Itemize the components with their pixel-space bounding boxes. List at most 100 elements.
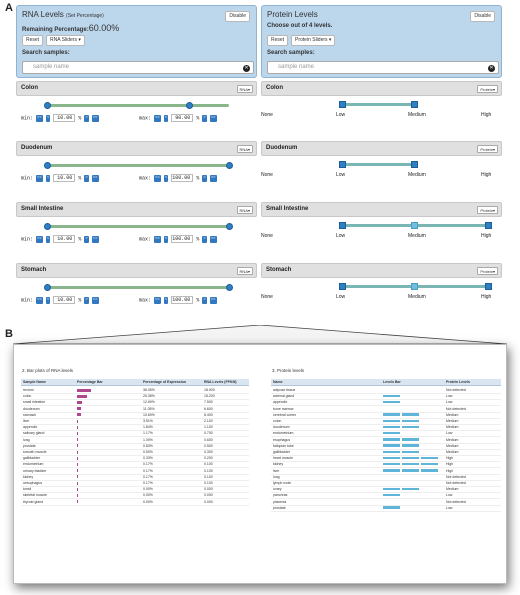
- increase-fast-button[interactable]: >>: [91, 296, 99, 304]
- min-input[interactable]: 10.00: [53, 235, 76, 243]
- slider-low-handle[interactable]: [339, 101, 346, 108]
- slider-max-handle[interactable]: [226, 223, 233, 230]
- slider-low-handle[interactable]: [339, 283, 346, 290]
- rna-disable-button[interactable]: Disable: [225, 11, 250, 22]
- slider-low-handle[interactable]: [339, 161, 346, 168]
- protein-disable-button[interactable]: Disable: [470, 11, 495, 22]
- slider-high-handle[interactable]: [411, 101, 418, 108]
- tissue-type-select[interactable]: Protein▾: [477, 267, 498, 275]
- decrease-fast-button[interactable]: <<: [154, 114, 161, 122]
- increase-fast-button[interactable]: >>: [209, 296, 217, 304]
- column-header[interactable]: Sample Name: [23, 380, 46, 384]
- slider-max-handle[interactable]: [185, 102, 193, 109]
- column-header[interactable]: Levels Bar: [383, 380, 401, 384]
- decrease-button[interactable]: <: [163, 114, 169, 122]
- min-label: min:: [21, 175, 34, 182]
- slider-min-handle[interactable]: [44, 162, 51, 169]
- increase-fast-button[interactable]: >>: [91, 114, 99, 122]
- fpkm-value: 0.000: [204, 493, 213, 498]
- slider-max-handle[interactable]: [226, 162, 233, 169]
- rna-search-input[interactable]: sample name ✕: [22, 61, 254, 74]
- protein-slider-track[interactable]: [342, 163, 414, 166]
- decrease-button[interactable]: <: [45, 296, 51, 304]
- max-input[interactable]: 100.00: [171, 235, 194, 243]
- max-input[interactable]: 90.00: [171, 114, 194, 122]
- increase-button[interactable]: >: [84, 296, 89, 304]
- sample-name: thyroid gland: [23, 499, 44, 504]
- slider-high-handle[interactable]: [485, 283, 492, 290]
- min-input[interactable]: 10.00: [53, 296, 76, 304]
- decrease-button[interactable]: <: [163, 296, 169, 304]
- clear-icon[interactable]: ✕: [243, 65, 250, 72]
- slider-high-handle[interactable]: [485, 222, 492, 229]
- slider-high-handle[interactable]: [411, 161, 418, 168]
- decrease-fast-button[interactable]: <<: [154, 174, 161, 182]
- increase-fast-button[interactable]: >>: [91, 174, 99, 182]
- protein-sliders-dropdown[interactable]: Protein Sliders ▾: [291, 35, 336, 46]
- column-header[interactable]: Percentage of Expression: [143, 380, 186, 384]
- table-row: rectum 36.05% 18.900: [21, 387, 249, 394]
- rna-slider-track[interactable]: [47, 286, 229, 289]
- tissue-type-select[interactable]: Protein▾: [477, 206, 498, 214]
- increase-button[interactable]: >: [202, 174, 207, 182]
- increase-button[interactable]: >: [84, 174, 89, 182]
- tissue-type-select[interactable]: RNA▾: [236, 206, 253, 214]
- tissue-type-select[interactable]: RNA▾: [236, 85, 253, 93]
- level-bar-segment: [383, 431, 400, 435]
- tissue-name: Duodenum: [266, 145, 298, 151]
- decrease-fast-button[interactable]: <<: [36, 114, 43, 122]
- row-divider: [21, 399, 249, 401]
- tissue-name: lung: [273, 474, 280, 479]
- increase-button[interactable]: >: [202, 114, 207, 122]
- increase-button[interactable]: >: [202, 235, 207, 243]
- max-input[interactable]: 100.00: [171, 296, 194, 304]
- slider-min-handle[interactable]: [44, 223, 51, 230]
- increase-fast-button[interactable]: >>: [91, 235, 99, 243]
- min-input[interactable]: 10.00: [53, 174, 76, 182]
- decrease-button[interactable]: <: [163, 174, 169, 182]
- column-header[interactable]: RNA Levels (FPKM): [204, 380, 237, 384]
- rna-slider-track[interactable]: [47, 225, 229, 228]
- increase-fast-button[interactable]: >>: [209, 235, 217, 243]
- protein-slider-track[interactable]: [342, 103, 414, 106]
- fpkm-value: 6.600: [204, 406, 213, 411]
- increase-fast-button[interactable]: >>: [209, 114, 217, 122]
- decrease-button[interactable]: <: [45, 235, 51, 243]
- protein-reset-button[interactable]: Reset: [267, 35, 289, 46]
- decrease-fast-button[interactable]: <<: [36, 296, 43, 304]
- protein-level-value: Medium: [446, 425, 459, 430]
- min-input[interactable]: 10.00: [53, 114, 76, 122]
- decrease-fast-button[interactable]: <<: [154, 235, 161, 243]
- decrease-fast-button[interactable]: <<: [36, 235, 43, 243]
- increase-button[interactable]: >: [84, 235, 89, 243]
- max-input[interactable]: 100.00: [171, 174, 194, 182]
- tissue-type-select[interactable]: RNA▾: [236, 145, 253, 153]
- column-header[interactable]: Percentage Bar: [77, 380, 103, 384]
- decrease-fast-button[interactable]: <<: [154, 296, 161, 304]
- column-header[interactable]: Name: [273, 380, 283, 384]
- decrease-button[interactable]: <: [45, 174, 51, 182]
- rna-slider-track[interactable]: [47, 164, 229, 167]
- increase-button[interactable]: >: [202, 296, 207, 304]
- slider-max-handle[interactable]: [226, 284, 233, 291]
- rna-slider-track[interactable]: [47, 104, 229, 107]
- tissue-header: Colon Protein▾: [261, 81, 502, 96]
- increase-fast-button[interactable]: >>: [209, 174, 217, 182]
- clear-icon[interactable]: ✕: [488, 65, 495, 72]
- column-header[interactable]: Protein Levels: [446, 380, 470, 384]
- decrease-button[interactable]: <: [163, 235, 169, 243]
- table-row: gallbladder 0.33% 0.200: [21, 455, 249, 463]
- rna-sliders-dropdown[interactable]: RNA Sliders ▾: [46, 35, 85, 46]
- slider-min-handle[interactable]: [44, 102, 51, 109]
- tissue-type-select[interactable]: Protein▾: [477, 85, 498, 93]
- tissue-type-select[interactable]: RNA▾: [236, 267, 253, 275]
- table-row: appendix 1.84% 1.100: [21, 424, 249, 432]
- slider-min-handle[interactable]: [44, 284, 51, 291]
- protein-search-input[interactable]: sample name ✕: [267, 61, 499, 74]
- tissue-type-select[interactable]: Protein▾: [477, 145, 498, 153]
- increase-button[interactable]: >: [84, 114, 89, 122]
- slider-low-handle[interactable]: [339, 222, 346, 229]
- decrease-fast-button[interactable]: <<: [36, 174, 43, 182]
- decrease-button[interactable]: <: [45, 114, 51, 122]
- rna-reset-button[interactable]: Reset: [22, 35, 44, 46]
